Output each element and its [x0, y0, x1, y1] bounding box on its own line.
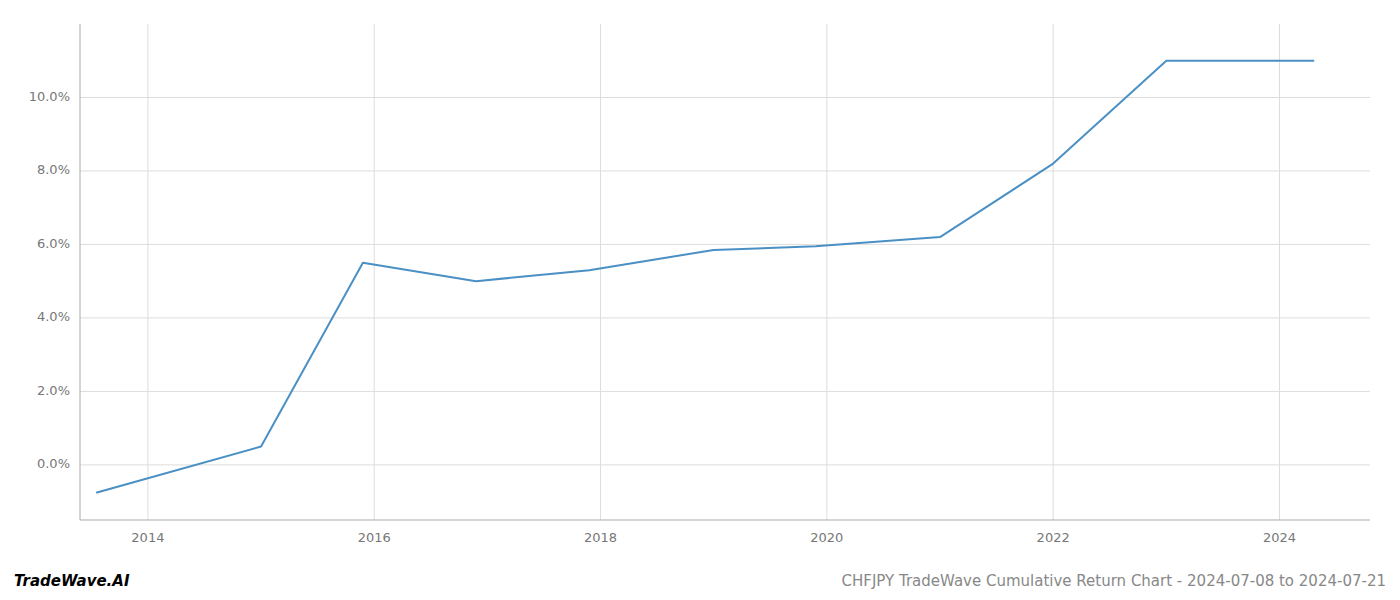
y-grid-line: [80, 464, 1370, 465]
y-grid-line: [80, 170, 1370, 171]
x-grid-line: [147, 24, 148, 520]
chart: 0.0% 2.0% 4.0% 6.0% 8.0% 10.0% 2014 2016 2018 202…: [0, 0, 1400, 600]
x-grid-line: [600, 24, 601, 520]
y-tick-label: 2.0%: [37, 383, 70, 398]
x-tick-label: 2024: [1263, 530, 1296, 545]
title: CHFJPY TradeWave Cumulative Return Chart…: [842, 572, 1387, 590]
y-grid-line: [80, 317, 1370, 318]
y-grid-line: [80, 244, 1370, 245]
y-tick-label: 0.0%: [37, 456, 70, 471]
grid: [80, 24, 1370, 520]
x-grid-line: [826, 24, 827, 520]
x-grid-line: [1053, 24, 1054, 520]
y-tick-label: 4.0%: [37, 309, 70, 324]
x-grid-line: [374, 24, 375, 520]
y-grid-line: [80, 391, 1370, 392]
y-tick-label: 8.0%: [37, 162, 70, 177]
x-axis-line: [80, 520, 1370, 521]
y-axis-line: [80, 24, 81, 520]
y-grid-line: [80, 97, 1370, 98]
x-tick-label: 2022: [1037, 530, 1070, 545]
y-tick-label: 10.0%: [29, 89, 70, 104]
x-tick-label: 2020: [810, 530, 843, 545]
x-tick-label: 2014: [131, 530, 164, 545]
x-tick-label: 2016: [358, 530, 391, 545]
watermark: TradeWave.AI: [14, 572, 130, 590]
axes: 0.0% 2.0% 4.0% 6.0% 8.0% 10.0% 2014 2016 2018 202…: [29, 24, 1370, 545]
line: [97, 61, 1313, 493]
plot-area: [97, 61, 1313, 493]
x-tick-label: 2018: [584, 530, 617, 545]
x-grid-line: [1279, 24, 1280, 520]
y-tick-label: 6.0%: [37, 236, 70, 251]
